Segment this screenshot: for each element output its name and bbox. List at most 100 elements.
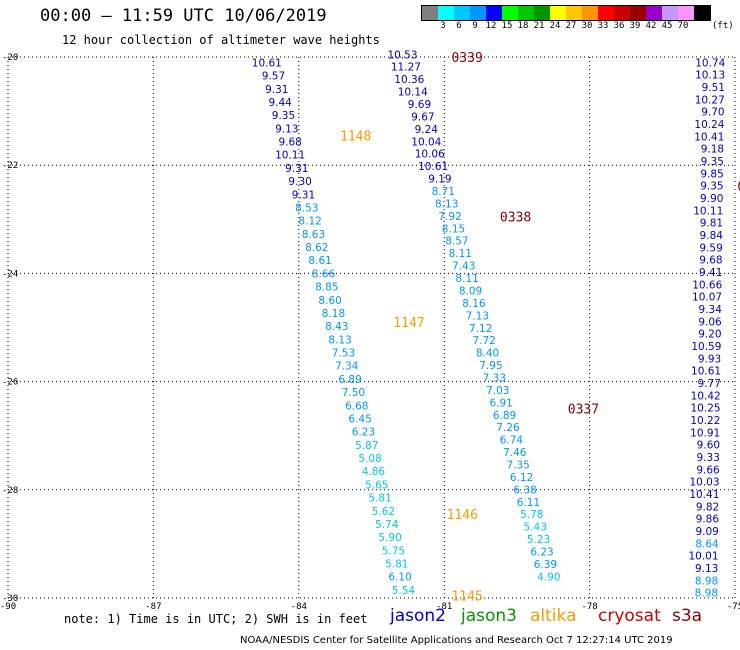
wave-height-value: 8.63 — [302, 229, 325, 241]
wave-height-value: 9.68 — [278, 137, 301, 149]
wave-height-value: 10.11 — [275, 150, 305, 162]
color-swatch — [614, 6, 630, 20]
y-tick-label: -28 — [2, 486, 18, 496]
wave-height-value: 9.33 — [697, 452, 720, 464]
color-swatch — [662, 6, 678, 20]
wave-height-value: 9.35 — [700, 181, 723, 193]
color-scale-label: 30 — [581, 21, 593, 31]
x-tick-label: -90 — [0, 602, 16, 612]
wave-height-value: 7.92 — [438, 211, 461, 223]
color-swatch — [566, 6, 582, 20]
wave-height-value: 5.43 — [524, 522, 547, 534]
wave-height-value: 9.85 — [700, 168, 723, 180]
wave-height-value: 7.13 — [466, 310, 489, 322]
color-scale-label: 6 — [456, 21, 462, 31]
color-swatch — [694, 6, 710, 20]
pass-time-label: 1148 — [340, 129, 371, 144]
x-tick-label: -84 — [291, 602, 307, 612]
wave-height-value: 10.59 — [691, 341, 721, 353]
wave-height-value: 4.90 — [537, 571, 560, 583]
wave-height-value: 6.89 — [493, 410, 516, 422]
wave-height-value: 9.93 — [698, 353, 721, 365]
wave-height-value: 9.69 — [408, 99, 431, 111]
color-scale-label: 36 — [613, 21, 625, 31]
wave-height-value: 9.13 — [275, 123, 298, 135]
wave-height-value: 7.95 — [479, 360, 502, 372]
wave-height-value: 9.59 — [699, 242, 722, 254]
chart-subtitle: 12 hour collection of altimeter wave hei… — [62, 33, 380, 47]
wave-height-value: 9.35 — [701, 156, 724, 168]
wave-height-value: 8.57 — [445, 236, 468, 248]
wave-height-value: 8.16 — [462, 298, 486, 310]
pass-time-label: 1145 — [451, 589, 482, 604]
wave-height-value: 8.62 — [305, 242, 328, 254]
wave-height-value: 7.03 — [486, 385, 509, 397]
wave-height-value: 5.23 — [527, 534, 550, 546]
wave-height-value: 10.01 — [688, 551, 718, 563]
wave-height-value: 7.34 — [335, 361, 359, 373]
credit-line: NOAA/NESDIS Center for Satellite Applica… — [240, 635, 673, 646]
wave-height-value: 9.30 — [288, 176, 311, 188]
pass-time-label: 0714 — [737, 180, 740, 195]
wave-height-value: 9.18 — [701, 144, 724, 156]
wave-height-value: 7.26 — [496, 422, 520, 434]
color-scale-label: 42 — [645, 21, 657, 31]
wave-height-value: 9.19 — [428, 174, 451, 186]
wave-height-value: 10.25 — [691, 403, 721, 415]
color-swatch — [678, 6, 694, 20]
pass-time-label: 1146 — [447, 508, 478, 523]
wave-height-value: 9.13 — [695, 563, 718, 575]
color-swatch — [630, 6, 646, 20]
wave-height-value: 9.41 — [699, 267, 722, 279]
wave-height-value: 5.87 — [355, 440, 378, 452]
color-swatch — [422, 6, 438, 20]
wave-height-value: 9.70 — [701, 107, 724, 119]
wave-height-value: 6.68 — [345, 400, 368, 412]
wave-height-value: 10.04 — [411, 136, 441, 148]
legend-entry-jason2: jason2 — [390, 606, 446, 626]
color-scale-label: 27 — [565, 21, 577, 31]
wave-height-value: 10.11 — [693, 205, 723, 217]
wave-height-value: 5.08 — [358, 453, 381, 465]
wave-height-value: 9.31 — [265, 84, 288, 96]
wave-height-value: 10.06 — [415, 149, 445, 161]
wave-height-value: 6.11 — [517, 497, 540, 509]
wave-height-value: 8.12 — [298, 216, 321, 228]
y-tick-label: -20 — [2, 53, 18, 63]
legend-entry-s3a: s3a — [672, 606, 703, 626]
legend-entry-jason3: jason3 — [461, 606, 517, 626]
wave-height-value: 9.35 — [272, 110, 295, 122]
wave-height-value: 8.11 — [455, 273, 478, 285]
wave-height-value: 6.91 — [489, 397, 512, 409]
wave-height-value: 10.22 — [690, 415, 720, 427]
pass-time-label: 1147 — [393, 316, 424, 331]
chart-title: 00:00 – 11:59 UTC 10/06/2019 — [40, 6, 327, 26]
y-tick-label: -26 — [2, 378, 18, 388]
wave-height-value: 9.44 — [268, 97, 292, 109]
footer-note: note: 1) Time is in UTC; 2) SWH is in fe… — [64, 612, 368, 626]
wave-height-value: 10.74 — [695, 57, 725, 69]
color-swatch — [582, 6, 598, 20]
wave-height-value: 9.51 — [702, 82, 725, 94]
wave-height-value: 8.15 — [442, 223, 465, 235]
wave-height-value: 5.54 — [392, 585, 416, 597]
wave-height-value: 7.35 — [506, 459, 529, 471]
color-scale-bar — [421, 5, 711, 21]
wave-height-value: 7.43 — [452, 261, 475, 273]
legend-entry-cryosat: cryosat — [598, 606, 661, 626]
wave-height-value: 10.13 — [695, 70, 725, 82]
legend-entry-altika: altika — [530, 606, 577, 626]
wave-height-value: 6.23 — [352, 427, 375, 439]
y-tick-label: -30 — [2, 594, 18, 604]
wave-height-value: 10.24 — [694, 119, 724, 131]
wave-height-value: 6.38 — [513, 484, 536, 496]
wave-height-value: 9.31 — [292, 189, 315, 201]
color-swatch — [486, 6, 502, 20]
pass-time-label: 0339 — [451, 51, 482, 66]
wave-height-value: 8.09 — [459, 285, 482, 297]
wave-height-value: 9.60 — [697, 440, 720, 452]
color-scale-label: 24 — [549, 21, 561, 31]
wave-height-value: 9.90 — [700, 193, 723, 205]
x-tick-label: -87 — [145, 602, 161, 612]
